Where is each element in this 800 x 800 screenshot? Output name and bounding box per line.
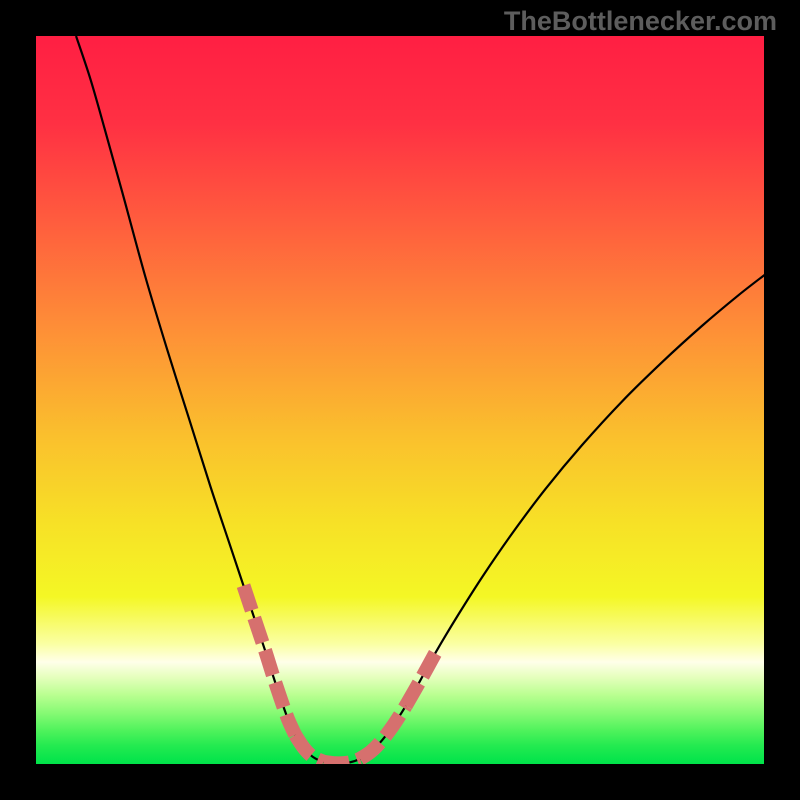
plot-svg bbox=[36, 36, 764, 764]
marker-dash-segment bbox=[360, 706, 406, 759]
marker-dash-segment bbox=[243, 586, 295, 735]
stage: TheBottlenecker.com bbox=[0, 0, 800, 800]
bottleneck-curve bbox=[76, 36, 764, 763]
plot-area bbox=[36, 36, 764, 764]
marker-dash-segment bbox=[295, 735, 323, 762]
watermark-text: TheBottlenecker.com bbox=[504, 6, 777, 37]
